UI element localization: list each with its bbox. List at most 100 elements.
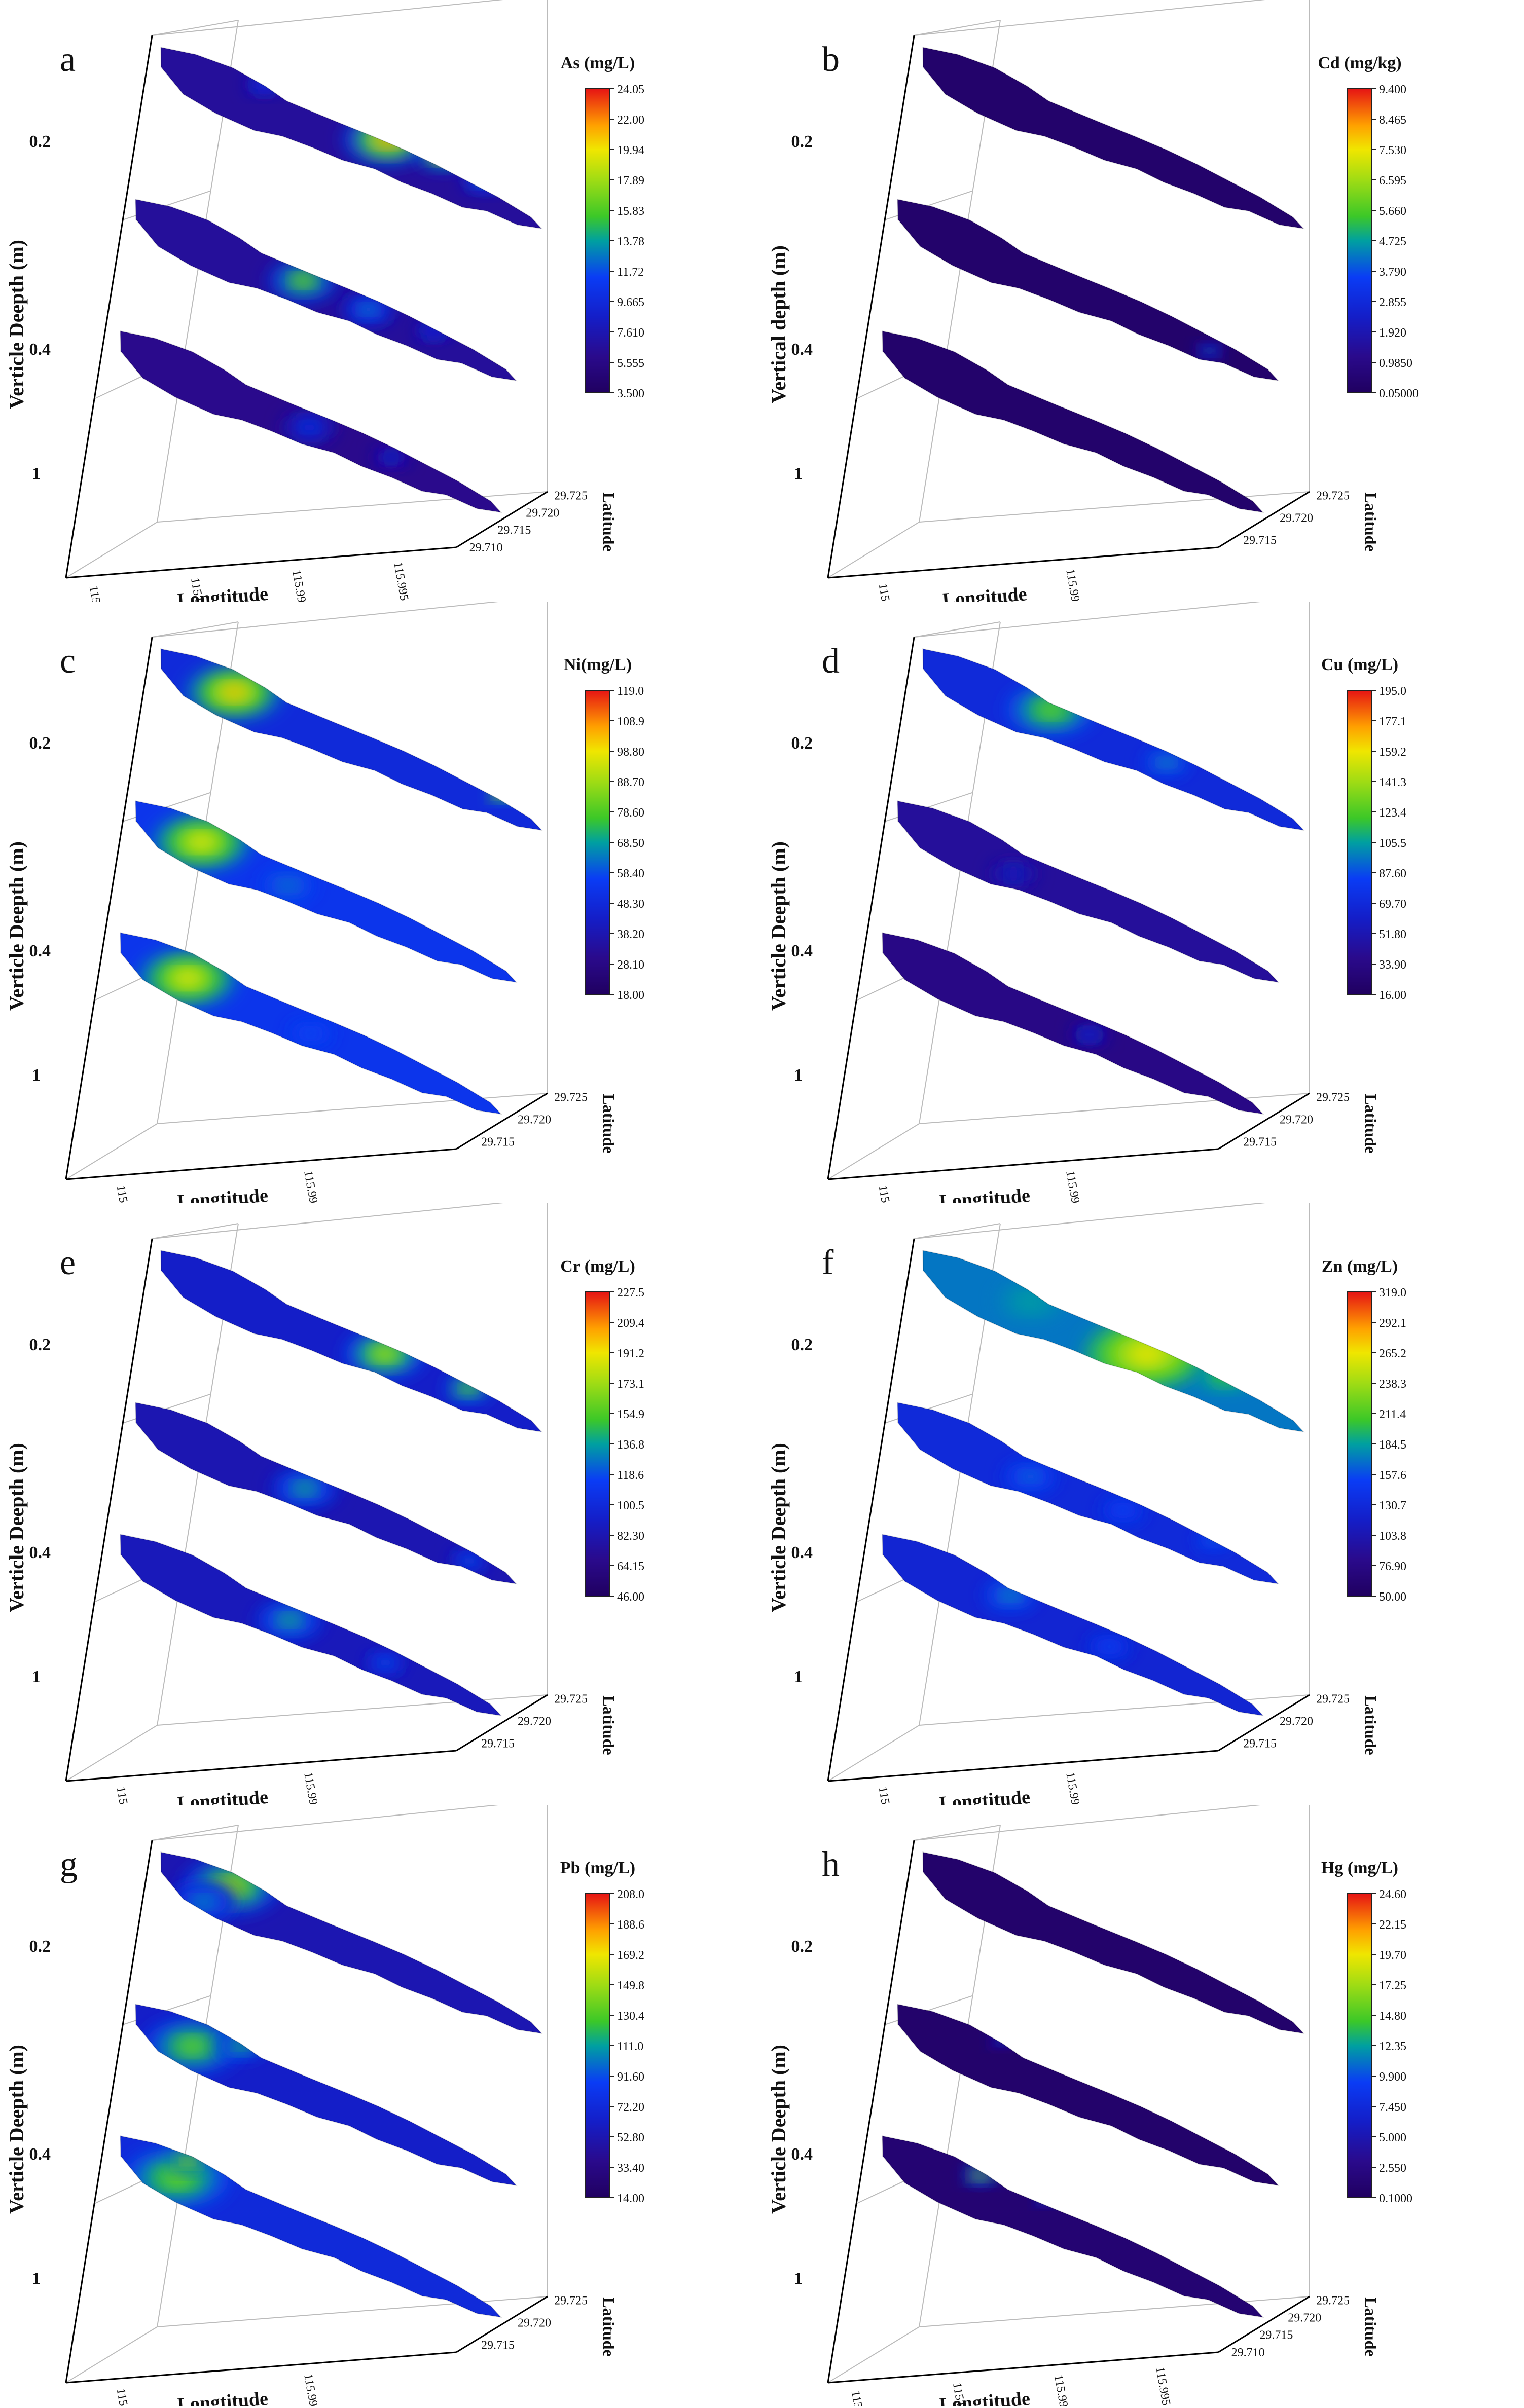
colorbar-tick-label: 130.7: [1379, 1499, 1406, 1512]
colorbar: [1347, 88, 1372, 393]
hotspot: [366, 127, 410, 152]
latitude-axis-line: [1218, 2295, 1310, 2353]
hotspot: [993, 2036, 1010, 2046]
hotspot: [296, 1484, 313, 1493]
depth-layer-1: [882, 933, 1263, 1114]
longitude-axis-label: Longtitude: [176, 1787, 269, 1805]
colorbar-tick-label: 78.60: [617, 806, 644, 820]
colorbar-tick-label: 98.80: [617, 746, 644, 759]
longitude-tick-label: 115.990: [289, 569, 309, 602]
colorbar-tick-label: 141.3: [1379, 776, 1406, 789]
panel-f: f 0.2 0.4 1 Verticle Deepth (m) 115.98 115.99 L…: [762, 1203, 1524, 1805]
colorbar-tick-label: 16.00: [1379, 989, 1406, 1002]
hotspot: [431, 146, 458, 161]
hotspot: [281, 881, 295, 890]
hotspot: [1201, 1532, 1227, 1547]
colorbar-tick-label: 108.9: [617, 715, 644, 728]
hotspot: [381, 1660, 390, 1665]
latitude-axis-line: [1218, 1092, 1310, 1150]
colorbar-title: Cd (mg/kg): [1318, 54, 1401, 72]
hotspot: [1104, 1643, 1115, 1650]
latitude-tick-label: 29.720: [1280, 1114, 1313, 1127]
colorbar-tick-label: 0.9850: [1379, 357, 1412, 370]
colorbar-tick-label: 18.00: [617, 989, 644, 1002]
colorbar-title: As (mg/L): [561, 54, 635, 72]
colorbar-tick-label: 9.665: [617, 296, 644, 309]
hotspot: [386, 455, 396, 460]
hotspot: [256, 80, 274, 90]
longitude-tick-label: 115.980: [87, 585, 106, 602]
hotspot: [180, 2040, 204, 2053]
longitude-tick-label: 115.99: [1063, 568, 1082, 602]
latitude-tick-label: 29.720: [518, 1715, 551, 1728]
colorbar: [585, 1893, 610, 2198]
hotspot: [294, 276, 312, 286]
panel-letter: e: [60, 1243, 76, 1282]
colorbar-tick-label: 227.5: [617, 1286, 644, 1300]
colorbar-tick-label: 19.94: [617, 144, 644, 157]
depth-tick-label: 0.4: [791, 340, 813, 359]
depth-axis-line: [65, 1840, 153, 2383]
colorbar-tick-label: 7.530: [1379, 144, 1406, 157]
latitude-tick-label: 29.720: [1288, 2312, 1321, 2325]
hotspot: [499, 792, 506, 796]
depth-axis-line: [827, 1840, 915, 2383]
colorbar-tick-label: 123.4: [1379, 806, 1406, 820]
longitude-tick-label: 115.995: [391, 561, 411, 602]
hotspot: [1205, 1534, 1223, 1545]
colorbar-tick-label: 88.70: [617, 776, 644, 789]
colorbar-tick-label: 159.2: [1379, 746, 1406, 759]
hotspot: [305, 1030, 316, 1036]
colorbar-title: Cr (mg/L): [560, 1257, 635, 1276]
latitude-tick-label: 29.715: [1243, 1136, 1277, 1149]
depth-tick-label: 1: [794, 464, 803, 483]
colorbar-tick-label: 38.20: [617, 928, 644, 941]
depth-tick-label: 1: [794, 1668, 803, 1686]
depth-tick-label: 0.2: [791, 734, 813, 753]
latitude-tick-label: 29.720: [518, 1114, 551, 1127]
colorbar-tick-label: 28.10: [617, 958, 644, 972]
colorbar-tick-label: 87.60: [1379, 867, 1406, 880]
depth-layer-0.2: [161, 1250, 541, 1432]
latitude-tick-label: 29.715: [1259, 2329, 1293, 2342]
hotspot: [996, 2038, 1007, 2045]
depth-axis-label: Verticle Deepth (m): [767, 2045, 790, 2214]
latitude-axis-label: Latitude: [600, 2297, 618, 2356]
longitude-tick-label: 115.99: [301, 1170, 320, 1203]
colorbar-tick-label: 0.05000: [1379, 387, 1419, 400]
colorbar-tick-label: 72.20: [617, 2101, 644, 2114]
depth-axis-label: Verticle Deepth (m): [5, 240, 28, 409]
depth-tick-label: 1: [32, 1668, 41, 1686]
colorbar-tick-label: 292.1: [1379, 1317, 1406, 1330]
longitude-axis-label: Longitude: [941, 583, 1027, 602]
longitude-axis-label: Longtitude: [176, 2388, 269, 2406]
colorbar-tick-label: 169.2: [617, 1949, 644, 1962]
hotspot: [424, 143, 464, 165]
latitude-tick-label: 29.715: [481, 2339, 515, 2352]
longitude-axis-line: [827, 2351, 1219, 2384]
depth-layer-0.2: [923, 649, 1303, 830]
hotspot: [490, 787, 517, 801]
colorbar-tick-label: 82.30: [617, 1530, 644, 1543]
depth-layer-1: [882, 331, 1263, 512]
depth-layer-0.2: [923, 1250, 1303, 1432]
colorbar-tick-label: 103.8: [1379, 1530, 1406, 1543]
plot-g: g 0.2 0.4 1 Verticle Deepth (m) 115.98 115.99 L…: [5, 1805, 644, 2406]
longitude-tick-label: 115.99: [301, 1771, 320, 1805]
depth-tick-label: 0.2: [791, 1336, 813, 1354]
colorbar-tick-label: 58.40: [617, 867, 644, 880]
depth-layer-0.2: [161, 47, 541, 229]
depth-tick-label: 0.4: [29, 1543, 51, 1562]
panel-c: c 0.2 0.4 1 Verticle Deepth (m) 115.98 115.99 L…: [0, 602, 762, 1203]
depth-tick-label: 0.4: [29, 2145, 51, 2164]
depth-layer-1: [120, 331, 501, 512]
depth-layer-0.2: [923, 47, 1303, 229]
colorbar-tick-label: 24.60: [1379, 1888, 1406, 1901]
latitude-axis-label: Latitude: [1362, 2297, 1380, 2356]
hotspot: [1206, 349, 1213, 353]
hotspot: [361, 306, 375, 313]
colorbar-tick-label: 4.725: [1379, 235, 1406, 248]
depth-tick-label: 0.2: [29, 132, 51, 151]
depth-layer-0.4: [897, 199, 1278, 381]
